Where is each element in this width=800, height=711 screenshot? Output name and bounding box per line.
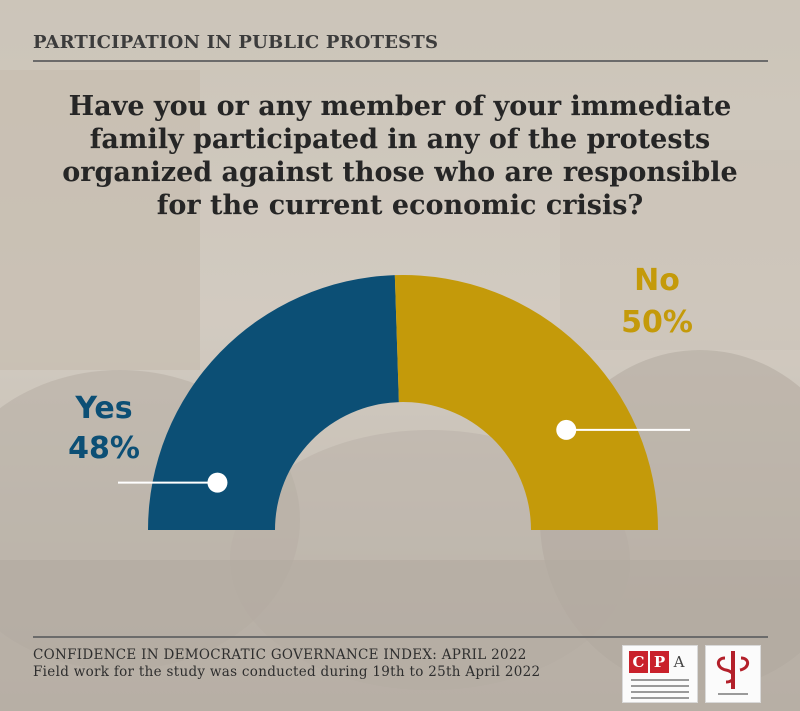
- question-line: family participated in any of the protes…: [89, 124, 711, 155]
- leader-dot-no: [556, 419, 577, 440]
- footer: CONFIDENCE IN DEMOCRATIC GOVERNANCE INDE…: [33, 647, 540, 681]
- question-line: Have you or any member of your immediate: [68, 91, 732, 122]
- footer-index-title: CONFIDENCE IN DEMOCRATIC GOVERNANCE INDE…: [33, 647, 527, 663]
- cpa-logo-letter: P: [650, 651, 669, 673]
- survey-question: Have you or any member of your immediate…: [30, 90, 770, 222]
- footer-divider: [33, 636, 768, 638]
- cpa-logo-letter: C: [629, 651, 648, 673]
- leader-dot-yes: [207, 472, 228, 493]
- page-title: PARTICIPATION IN PUBLIC PROTESTS: [33, 32, 439, 53]
- donut-slice-no: [394, 275, 658, 530]
- category-label-yes: Yes: [74, 391, 132, 426]
- footer-fieldwork-note: Field work for the study was conducted d…: [33, 664, 541, 680]
- value-label-no: 50%: [621, 305, 693, 340]
- question-line: organized against those who are responsi…: [62, 157, 738, 188]
- cpa-logo-letter: A: [673, 653, 685, 671]
- donut-slice-yes: [148, 275, 399, 530]
- header-divider: [33, 60, 768, 62]
- cpa-logo: C P A: [622, 645, 698, 703]
- question-line: for the current economic crisis?: [156, 190, 644, 221]
- value-label-yes: 48%: [68, 431, 140, 466]
- category-label-no: No: [634, 263, 680, 298]
- ssrc-logo: [705, 645, 761, 703]
